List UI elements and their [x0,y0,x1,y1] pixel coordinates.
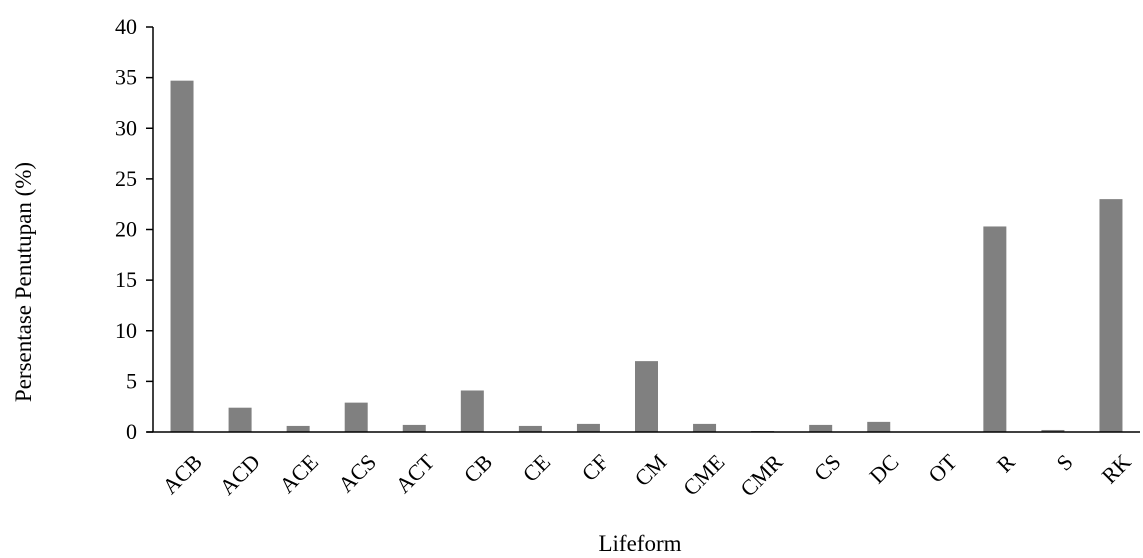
x-tick-label-cb: CB [459,449,497,487]
bar-cs [809,424,833,432]
bar-act [402,424,426,432]
bar-rk [1099,199,1123,432]
x-tick-label-s: S [1051,449,1077,475]
y-axis-title: Persentase Penutupan (%) [11,162,36,402]
bar-acs [344,402,368,432]
x-tick-label-cs: CS [809,449,846,486]
bars [170,80,1123,432]
x-tick-label-dc: DC [864,449,903,488]
x-tick-label-acd: ACD [214,449,265,500]
x-tick-label-ce: CE [518,449,556,487]
x-axis-labels: ACB ACD ACE ACS ACT CB CE CF CM CME CMR CS DC OT R S RK [157,449,1136,502]
bar-s [1041,429,1065,432]
y-tick-label: 40 [115,14,137,39]
y-tick-label: 15 [115,267,137,292]
x-tick-label-r: R [992,449,1020,477]
x-tick-label-rk: RK [1097,449,1136,488]
x-tick-label-cmr: CMR [735,449,787,501]
x-tick-label-cme: CME [678,449,729,500]
bar-acd [228,407,252,432]
y-tick-label: 25 [115,166,137,191]
x-tick-label-cf: CF [577,449,614,486]
y-tick-label: 20 [115,217,137,242]
x-tick-label-acs: ACS [333,449,381,497]
x-tick-label-ace: ACE [274,449,323,498]
bar-cm [635,361,658,432]
y-tick-label: 5 [126,368,137,393]
x-tick-label-acb: ACB [157,449,207,499]
y-axis-ticks: 0 5 10 15 20 25 30 35 40 [115,14,153,444]
bar-ace [286,425,310,432]
bar-dc [867,421,891,432]
bar-acb [170,80,194,432]
bar-cf [576,423,600,432]
x-tick-label-act: ACT [390,449,439,498]
x-tick-label-cm: CM [629,449,671,491]
bar-r [983,226,1007,432]
bar-cb [460,390,484,432]
bar-ce [518,425,542,432]
x-tick-label-ot: OT [923,449,962,488]
x-axis-title: Lifeform [598,531,681,556]
y-tick-label: 35 [115,65,137,90]
y-tick-label: 30 [115,115,137,140]
y-tick-label: 10 [115,318,137,343]
y-tick-label: 0 [126,419,137,444]
bar-cme [693,423,717,432]
